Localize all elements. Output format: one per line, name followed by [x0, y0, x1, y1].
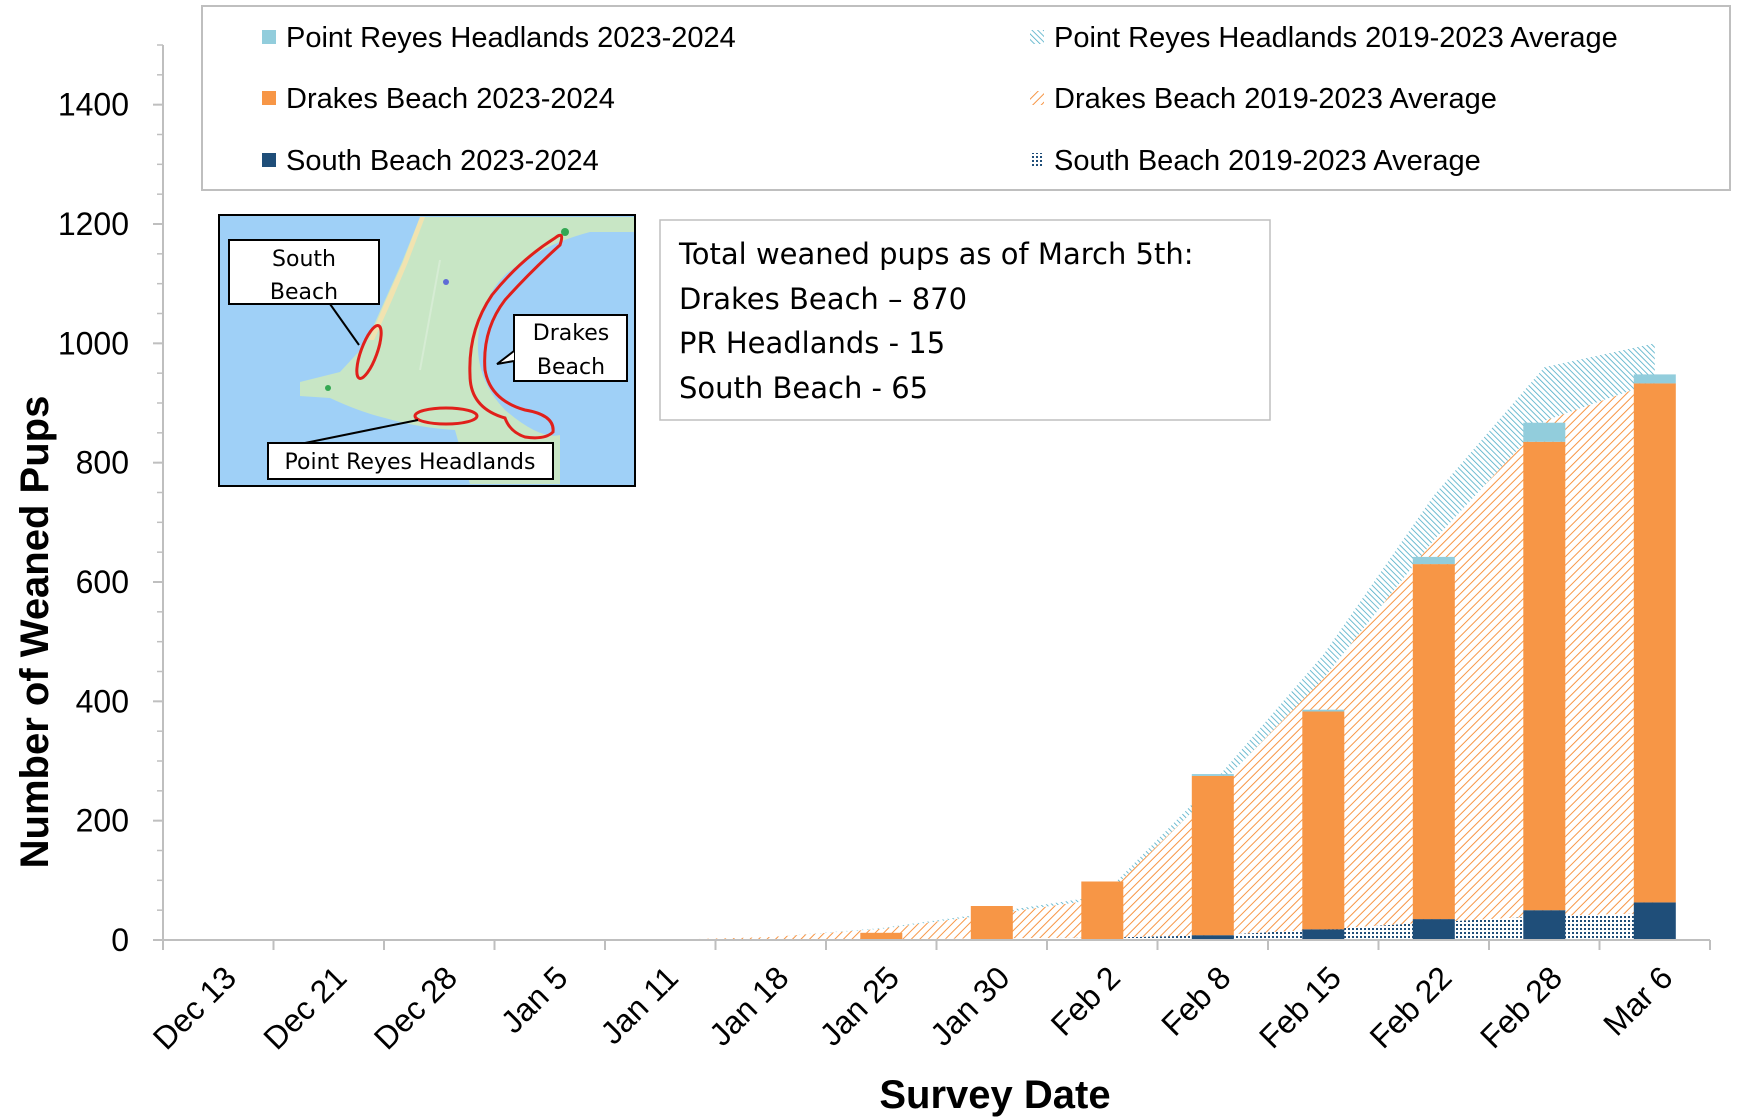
annotation-line: PR Headlands - 15 [679, 326, 945, 360]
x-tick-label: Feb 28 [1473, 959, 1569, 1055]
bar [1191, 774, 1234, 776]
bar [1523, 441, 1566, 911]
map-marker-icon [561, 228, 569, 236]
legend-swatch [1030, 30, 1044, 44]
bar [1412, 564, 1455, 920]
drakes-beach-label: Beach [537, 355, 605, 380]
x-tick-label: Mar 6 [1596, 959, 1679, 1042]
bar [1191, 935, 1234, 940]
x-tick-label: Feb 22 [1363, 959, 1459, 1055]
bar [1302, 709, 1345, 712]
x-tick-label: Jan 25 [813, 959, 906, 1052]
headlands-callout [267, 442, 554, 480]
south-beach-label: Beach [270, 280, 338, 305]
x-tick-label: Feb 2 [1044, 959, 1127, 1042]
y-tick-label: 200 [76, 803, 129, 839]
headlands-label: Point Reyes Headlands [285, 450, 536, 475]
annotation-line: South Beach - 65 [679, 371, 928, 405]
map-marker-icon [325, 385, 331, 391]
bar [1633, 374, 1676, 384]
x-tick-label: Dec 21 [256, 959, 353, 1056]
average-areas [218, 343, 1655, 941]
inset-map: South Beach Drakes Beach Point Reyes Hea… [218, 214, 636, 487]
bar [1302, 929, 1345, 940]
x-tick-label: Jan 30 [923, 959, 1016, 1052]
south-beach-label: South [272, 247, 336, 272]
x-axis-title: Survey Date [879, 1073, 1110, 1117]
x-tick-label: Jan 11 [593, 959, 685, 1051]
bar [1191, 775, 1234, 936]
legend-swatch [262, 153, 276, 167]
annotation-line: Drakes Beach – 870 [679, 282, 967, 316]
south-beach-callout [228, 239, 380, 305]
bar [1412, 556, 1455, 565]
map-land [300, 217, 634, 484]
bar [1523, 422, 1566, 442]
legend-swatch [262, 91, 276, 105]
bar-series [860, 374, 1676, 940]
annotation-line: Total weaned pups as of March 5th: [678, 237, 1194, 271]
legend-swatch [1030, 153, 1044, 167]
bar [1523, 910, 1566, 940]
bar [1633, 902, 1676, 940]
legend-label: South Beach 2019-2023 Average [1054, 145, 1481, 177]
south-beach-highlight [355, 324, 383, 380]
x-tick-label: Jan 18 [702, 959, 795, 1052]
x-tick-label: Jan 5 [494, 959, 575, 1040]
y-tick-label: 600 [76, 564, 129, 600]
legend-label: Drakes Beach 2023-2024 [286, 83, 615, 115]
legend-label: Point Reyes Headlands 2019-2023 Average [1054, 22, 1618, 54]
y-tick-label: 1200 [58, 206, 129, 242]
bar [1633, 383, 1676, 903]
map-road [419, 259, 441, 371]
drakes-beach-highlight [468, 233, 564, 440]
y-tick-label: 0 [111, 922, 129, 958]
x-tick-label: Dec 28 [367, 959, 464, 1056]
legend-label: South Beach 2023-2024 [286, 145, 599, 177]
map-beach-strip [369, 217, 425, 340]
headlands-highlight [413, 406, 479, 426]
x-tick-label: Feb 15 [1252, 959, 1348, 1055]
drakes-beach-callout [513, 314, 628, 382]
y-tick-label: 400 [76, 683, 129, 719]
x-tick-label: Feb 8 [1154, 959, 1237, 1042]
legend-swatch [1030, 91, 1044, 105]
map-marker-icon [443, 279, 449, 285]
y-tick-label: 1000 [58, 325, 129, 361]
legend-label: Drakes Beach 2019-2023 Average [1054, 83, 1497, 115]
bar [970, 906, 1013, 940]
y-tick-label: 800 [76, 445, 129, 481]
legend-swatch [262, 30, 276, 44]
drakes-beach-label: Drakes [533, 321, 609, 346]
bar [860, 932, 903, 940]
annotation-box: Total weaned pups as of March 5th: Drake… [659, 219, 1271, 421]
area-drakes-beach-2019-2023-average [218, 382, 1655, 941]
bar [1412, 919, 1455, 940]
bar [1302, 711, 1345, 930]
y-tick-label: 1400 [58, 87, 129, 123]
legend-label: Point Reyes Headlands 2023-2024 [286, 22, 736, 54]
bar [1081, 881, 1124, 940]
legend: Point Reyes Headlands 2023-2024 Point Rey… [201, 5, 1731, 191]
x-tick-label: Dec 13 [146, 959, 243, 1056]
area-south-beach-2019-2023-average [218, 913, 1655, 940]
y-axis-title: Number of Weaned Pups [13, 396, 57, 869]
